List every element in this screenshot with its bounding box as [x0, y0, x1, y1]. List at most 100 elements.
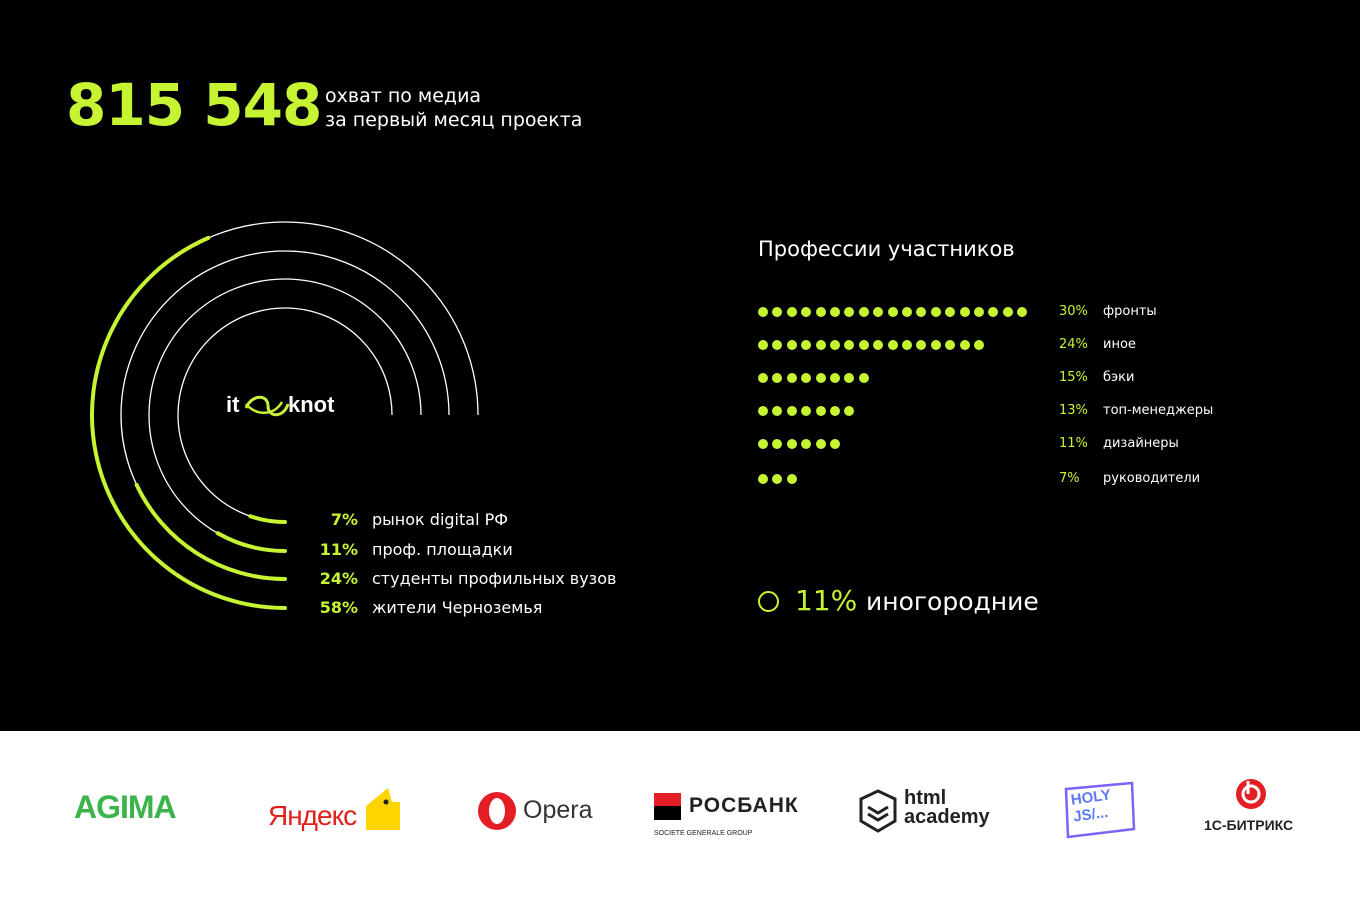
profession-label: фронты — [1103, 304, 1157, 319]
profession-dot — [801, 340, 812, 350]
profession-dot — [772, 406, 783, 416]
profession-dot — [1017, 307, 1028, 317]
profession-row: 30% фронты — [758, 302, 1258, 322]
profession-dot — [830, 406, 840, 416]
profession-dot — [830, 307, 840, 317]
yandex-wallet-icon — [366, 788, 400, 830]
nonresident-percent: 11% — [795, 584, 858, 617]
profession-dot — [945, 340, 956, 350]
profession-dot — [801, 439, 812, 449]
profession-dot — [902, 307, 912, 317]
ring-arc-1 — [248, 514, 287, 524]
profession-row: 15% бэки — [758, 368, 1258, 388]
profession-percent: 7% — [1059, 471, 1080, 486]
profession-dot — [959, 307, 970, 317]
profession-dot — [844, 406, 855, 416]
profession-dot — [830, 340, 840, 350]
profession-dot — [786, 406, 797, 416]
partner-logo-opera: Opera — [476, 790, 596, 834]
profession-dot — [974, 307, 984, 317]
itknot-logo-right: knot — [288, 392, 335, 417]
audience-label: проф. площадки — [372, 540, 513, 559]
profession-label: топ-менеджеры — [1103, 403, 1214, 418]
profession-percent: 24% — [1059, 337, 1088, 352]
profession-dot — [786, 373, 797, 383]
profession-dot — [988, 307, 999, 317]
profession-dot — [758, 340, 768, 350]
profession-dot — [858, 340, 869, 350]
profession-dot — [786, 439, 797, 449]
audience-label: жители Черноземья — [372, 598, 543, 617]
profession-dot — [786, 340, 797, 350]
partner-logo-holyjs: HOLY JS/... — [1062, 781, 1138, 839]
rosbank-wordmark: РОСБАНК — [689, 794, 799, 817]
profession-label: руководители — [1103, 471, 1201, 486]
rosbank-subtitle: SOCIETE GENERALE GROUP — [654, 830, 753, 837]
audience-percent: 7% — [330, 510, 358, 529]
reach-caption-line1: охват по медиа — [325, 85, 482, 107]
profession-dot — [945, 307, 956, 317]
profession-dot — [873, 307, 884, 317]
htmlacademy-line1: html — [904, 787, 947, 809]
profession-dot — [772, 439, 783, 449]
profession-dot — [916, 340, 927, 350]
audience-legend-row: 24% студенты профильных вузов — [0, 568, 700, 590]
audience-percent: 24% — [319, 569, 358, 588]
profession-label: дизайнеры — [1103, 436, 1179, 451]
professions-title: Профессии участников — [758, 237, 1015, 261]
bitrix-icon — [1236, 779, 1266, 809]
htmlacademy-icon — [859, 789, 897, 833]
profession-dot — [801, 373, 812, 383]
profession-dot — [902, 340, 912, 350]
profession-row: 13% топ-менеджеры — [758, 401, 1258, 421]
ring-arc-2 — [215, 531, 287, 553]
profession-row: 24% иное — [758, 335, 1258, 355]
partner-logo-rosbank: РОСБАНК SOCIETE GENERALE GROUP — [654, 793, 814, 843]
profession-dot — [959, 340, 970, 350]
audience-percent: 11% — [319, 540, 358, 559]
profession-dot — [830, 373, 840, 383]
bitrix-wordmark: 1С-БИТРИКС — [1204, 817, 1294, 833]
profession-percent: 13% — [1059, 403, 1088, 418]
profession-dot — [815, 439, 826, 449]
partner-logo-htmlacademy: html academy — [859, 787, 999, 835]
reach-number: 815 548 — [66, 71, 322, 139]
rosbank-mark-top — [654, 793, 681, 806]
profession-dot — [930, 340, 941, 350]
infographic-panel — [0, 0, 1360, 731]
profession-dot — [830, 439, 840, 449]
profession-dot — [844, 373, 855, 383]
htmlacademy-line2: academy — [904, 806, 990, 828]
profession-dot — [887, 340, 898, 350]
profession-dot — [758, 307, 768, 317]
profession-dot — [786, 474, 797, 484]
profession-dot — [801, 307, 812, 317]
audience-legend-row: 58% жители Черноземья — [0, 597, 700, 619]
profession-percent: 15% — [1059, 370, 1088, 385]
audience-label: рынок digital РФ — [372, 510, 509, 529]
profession-label: иное — [1103, 337, 1136, 352]
htmlacademy-wordmark: html academy — [904, 787, 990, 828]
audience-label: студенты профильных вузов — [372, 569, 617, 588]
reach-caption-line2: за первый месяц проекта — [325, 109, 583, 131]
ring-track-2 — [148, 278, 422, 552]
ring-track-1 — [177, 307, 393, 523]
profession-dot — [772, 307, 783, 317]
circle-icon — [758, 591, 779, 612]
profession-dot — [758, 439, 768, 449]
audience-radial-chart: it knot — [90, 221, 479, 610]
holyjs-badge-icon — [1064, 781, 1136, 839]
profession-dot — [887, 307, 898, 317]
profession-dot — [786, 307, 797, 317]
profession-dot — [758, 474, 768, 484]
profession-dot — [801, 406, 812, 416]
partner-logo-yandex: Яндекс — [268, 786, 408, 836]
profession-dot — [815, 307, 826, 317]
profession-dot — [916, 307, 927, 317]
profession-dot — [815, 406, 826, 416]
yandex-wordmark: Яндекс — [268, 800, 357, 831]
itknot-logo-left: it — [226, 392, 240, 417]
profession-dot — [844, 307, 855, 317]
profession-dot — [772, 340, 783, 350]
nonresident-label: иногородние — [866, 587, 1039, 616]
